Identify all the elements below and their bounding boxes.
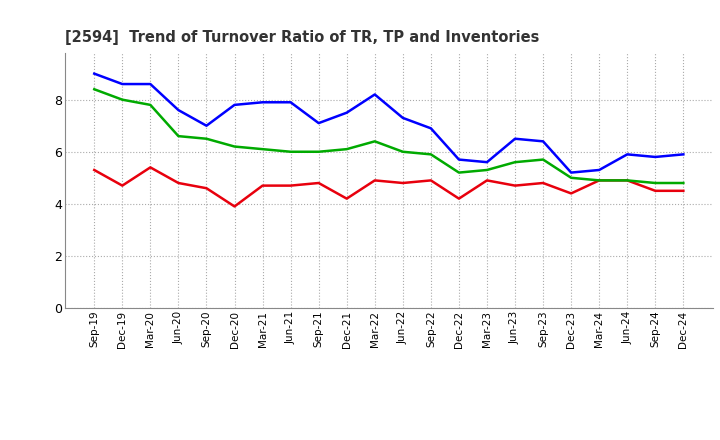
Line: Inventories: Inventories: [94, 89, 683, 183]
Trade Receivables: [118, 183, 127, 188]
Inventories: [651, 180, 660, 186]
Trade Receivables: [287, 183, 295, 188]
Inventories: [343, 147, 351, 152]
Inventories: [230, 144, 239, 149]
Trade Payables: [679, 152, 688, 157]
Inventories: [595, 178, 603, 183]
Trade Receivables: [343, 196, 351, 201]
Inventories: [146, 102, 155, 107]
Inventories: [398, 149, 407, 154]
Inventories: [371, 139, 379, 144]
Line: Trade Payables: Trade Payables: [94, 73, 683, 172]
Trade Payables: [539, 139, 547, 144]
Inventories: [679, 180, 688, 186]
Trade Receivables: [202, 186, 211, 191]
Inventories: [202, 136, 211, 141]
Inventories: [567, 175, 575, 180]
Inventories: [539, 157, 547, 162]
Trade Payables: [371, 92, 379, 97]
Trade Receivables: [510, 183, 519, 188]
Trade Payables: [118, 81, 127, 87]
Trade Payables: [230, 102, 239, 107]
Trade Payables: [258, 99, 267, 105]
Inventories: [482, 167, 491, 172]
Trade Receivables: [567, 191, 575, 196]
Trade Payables: [90, 71, 99, 76]
Trade Receivables: [426, 178, 435, 183]
Trade Payables: [426, 126, 435, 131]
Trade Payables: [567, 170, 575, 175]
Trade Receivables: [230, 204, 239, 209]
Trade Payables: [174, 107, 183, 113]
Trade Payables: [315, 121, 323, 126]
Trade Payables: [651, 154, 660, 160]
Trade Receivables: [651, 188, 660, 194]
Trade Payables: [343, 110, 351, 115]
Trade Payables: [623, 152, 631, 157]
Trade Receivables: [454, 196, 463, 201]
Trade Receivables: [90, 167, 99, 172]
Trade Receivables: [679, 188, 688, 194]
Trade Receivables: [595, 178, 603, 183]
Inventories: [454, 170, 463, 175]
Trade Receivables: [398, 180, 407, 186]
Trade Payables: [482, 160, 491, 165]
Trade Receivables: [258, 183, 267, 188]
Trade Payables: [398, 115, 407, 121]
Trade Payables: [287, 99, 295, 105]
Trade Receivables: [371, 178, 379, 183]
Trade Receivables: [623, 178, 631, 183]
Trade Payables: [595, 167, 603, 172]
Trade Receivables: [539, 180, 547, 186]
Line: Trade Receivables: Trade Receivables: [94, 167, 683, 206]
Trade Receivables: [174, 180, 183, 186]
Inventories: [510, 160, 519, 165]
Inventories: [623, 178, 631, 183]
Trade Payables: [454, 157, 463, 162]
Inventories: [426, 152, 435, 157]
Inventories: [90, 87, 99, 92]
Trade Payables: [146, 81, 155, 87]
Trade Payables: [510, 136, 519, 141]
Trade Receivables: [315, 180, 323, 186]
Trade Payables: [202, 123, 211, 128]
Inventories: [287, 149, 295, 154]
Inventories: [174, 133, 183, 139]
Inventories: [118, 97, 127, 103]
Inventories: [258, 147, 267, 152]
Trade Receivables: [146, 165, 155, 170]
Trade Receivables: [482, 178, 491, 183]
Inventories: [315, 149, 323, 154]
Text: [2594]  Trend of Turnover Ratio of TR, TP and Inventories: [2594] Trend of Turnover Ratio of TR, TP…: [65, 29, 539, 45]
